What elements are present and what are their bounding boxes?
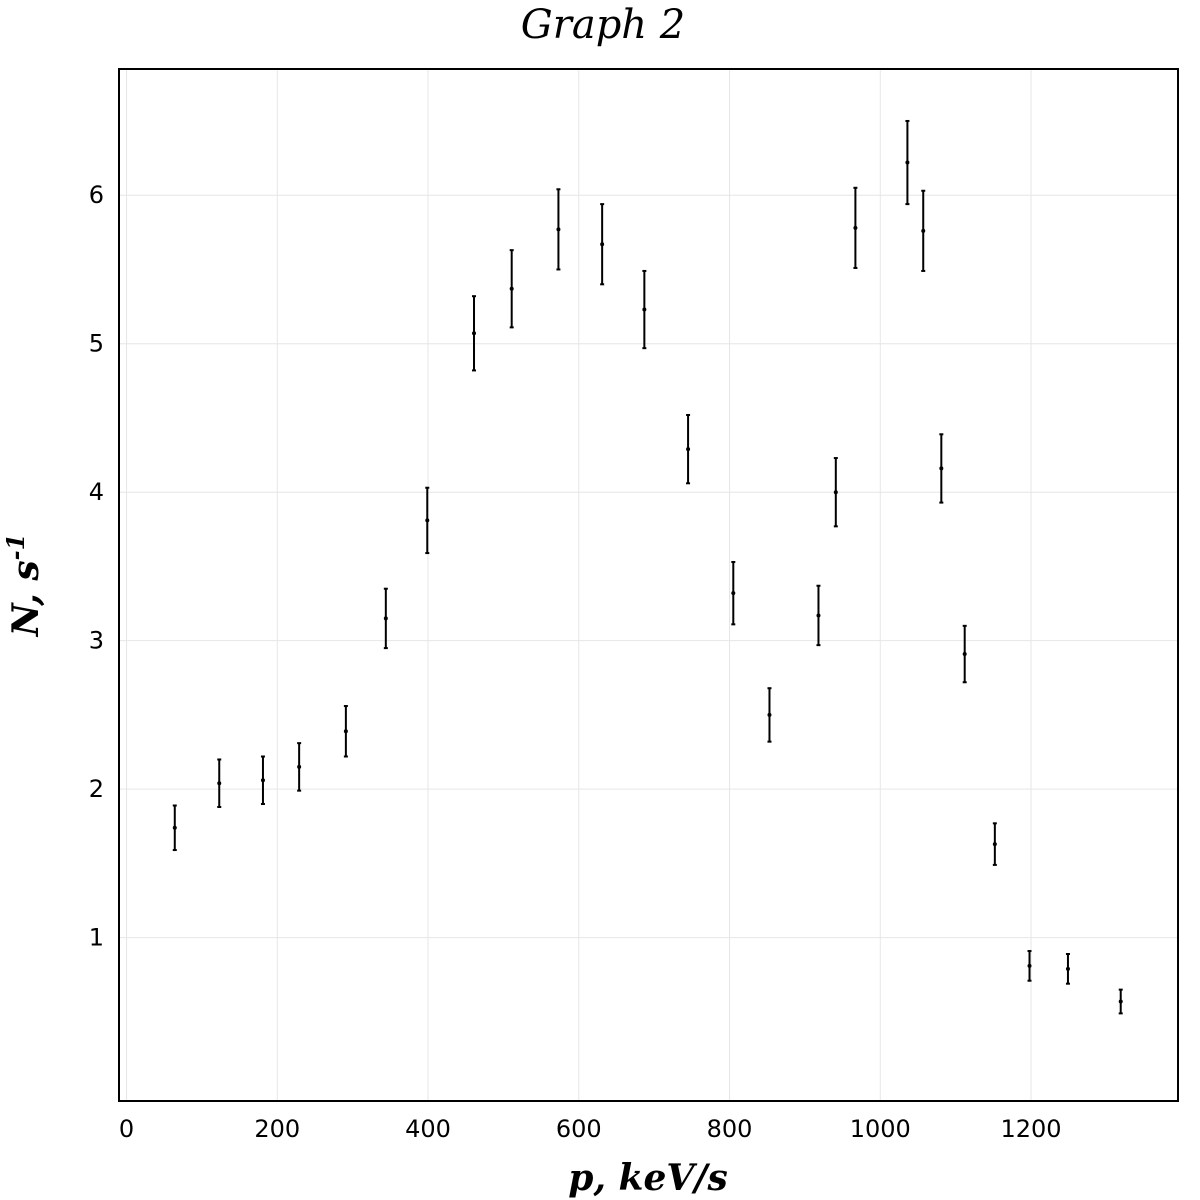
data-point (556, 188, 561, 271)
x-axis-label: p, keV/s (568, 1157, 727, 1199)
data-point (1065, 952, 1070, 985)
data-point (642, 269, 647, 350)
chart-title: Graph 2 (521, 2, 685, 48)
point-marker (853, 225, 858, 230)
point-marker (686, 447, 691, 452)
data-point (816, 584, 821, 647)
point-marker (472, 331, 477, 336)
data-point (425, 486, 430, 555)
data-point (962, 624, 967, 684)
data-point (217, 758, 222, 808)
x-tick-labels: 0 200 400 600 800 1000 1200 (119, 1115, 1062, 1143)
point-marker (172, 825, 177, 830)
point-marker (297, 764, 302, 769)
x-tick-label: 1200 (1000, 1115, 1061, 1143)
x-tick-label: 400 (405, 1115, 451, 1143)
data-point (905, 119, 910, 206)
y-axis-label: N, s-1 (1, 534, 47, 638)
data-point (921, 189, 926, 272)
data-point (686, 413, 691, 485)
point-marker (833, 490, 838, 495)
data-point (600, 203, 605, 286)
point-marker (939, 466, 944, 471)
data-point (343, 705, 348, 758)
point-marker (509, 286, 514, 291)
point-marker (767, 712, 772, 717)
point-marker (217, 781, 222, 786)
data-points (172, 119, 1123, 1015)
point-marker (260, 778, 265, 783)
y-tick-label: 2 (89, 775, 104, 803)
point-marker (556, 227, 561, 232)
data-point (939, 433, 944, 504)
data-point (172, 804, 177, 852)
y-tick-label: 1 (89, 924, 104, 952)
y-tick-label: 6 (89, 181, 104, 209)
point-marker (600, 242, 605, 247)
data-point (297, 742, 302, 792)
point-marker (962, 652, 967, 657)
x-tick-label: 200 (254, 1115, 300, 1143)
point-marker (992, 842, 997, 847)
point-marker (383, 616, 388, 621)
data-point (853, 186, 858, 269)
data-point (260, 755, 265, 806)
data-point (509, 249, 514, 329)
point-marker (905, 160, 910, 165)
x-tick-label: 800 (707, 1115, 753, 1143)
data-point (1027, 950, 1032, 982)
point-marker (425, 518, 430, 523)
data-point (767, 687, 772, 743)
y-tick-label: 5 (89, 330, 104, 358)
data-point (731, 560, 736, 626)
y-tick-label: 3 (89, 627, 104, 655)
data-point (833, 457, 838, 528)
point-marker (731, 591, 736, 596)
x-tick-label: 1000 (850, 1115, 911, 1143)
point-marker (343, 729, 348, 734)
y-tick-labels: 1 2 3 4 5 6 (89, 181, 104, 951)
x-tick-label: 0 (119, 1115, 134, 1143)
point-marker (1118, 999, 1123, 1004)
point-marker (1065, 966, 1070, 971)
x-tick-label: 600 (556, 1115, 602, 1143)
y-tick-label: 4 (89, 478, 104, 506)
point-marker (921, 228, 926, 233)
grid-lines (119, 69, 1178, 1101)
point-marker (642, 307, 647, 312)
data-point (383, 587, 388, 650)
point-marker (1027, 963, 1032, 968)
point-marker (816, 613, 821, 618)
data-point (992, 822, 997, 866)
data-point (472, 295, 477, 372)
data-point (1118, 988, 1123, 1015)
plot-frame (118, 68, 1179, 1102)
